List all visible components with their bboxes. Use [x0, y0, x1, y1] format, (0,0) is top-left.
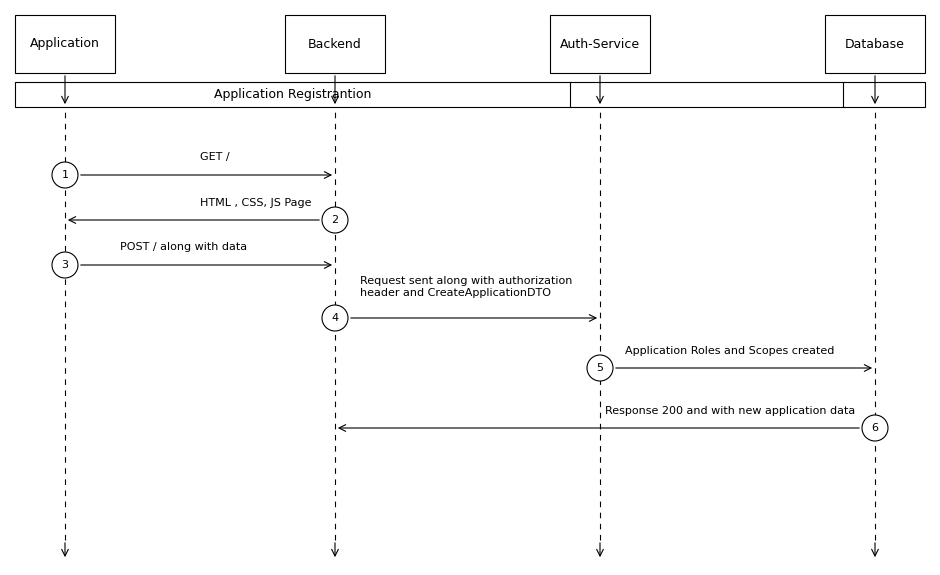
- Text: Auth-Service: Auth-Service: [560, 37, 640, 51]
- Bar: [825, 15, 925, 73]
- Ellipse shape: [52, 252, 78, 278]
- Text: 3: 3: [61, 260, 69, 270]
- Bar: [15, 82, 925, 107]
- Bar: [15, 15, 115, 73]
- Text: HTML , CSS, JS Page: HTML , CSS, JS Page: [200, 198, 311, 208]
- Text: 2: 2: [332, 215, 338, 225]
- Text: Backend: Backend: [308, 37, 362, 51]
- Ellipse shape: [322, 305, 348, 331]
- Text: GET /: GET /: [200, 152, 229, 162]
- Text: Database: Database: [845, 37, 905, 51]
- Text: POST / along with data: POST / along with data: [120, 242, 247, 252]
- Text: Application: Application: [30, 37, 100, 51]
- Text: Response 200 and with new application data: Response 200 and with new application da…: [605, 406, 855, 416]
- Ellipse shape: [322, 207, 348, 233]
- Bar: [550, 15, 650, 73]
- Text: Request sent along with authorization
header and CreateApplicationDTO: Request sent along with authorization he…: [360, 277, 572, 298]
- Text: 5: 5: [597, 363, 603, 373]
- Text: 4: 4: [332, 313, 338, 323]
- Ellipse shape: [52, 162, 78, 188]
- Text: 6: 6: [871, 423, 879, 433]
- Bar: [285, 15, 385, 73]
- Ellipse shape: [862, 415, 888, 441]
- Ellipse shape: [587, 355, 613, 381]
- Text: Application Roles and Scopes created: Application Roles and Scopes created: [625, 346, 835, 356]
- Text: Application Registrantion: Application Registrantion: [213, 88, 371, 101]
- Text: 1: 1: [61, 170, 69, 180]
